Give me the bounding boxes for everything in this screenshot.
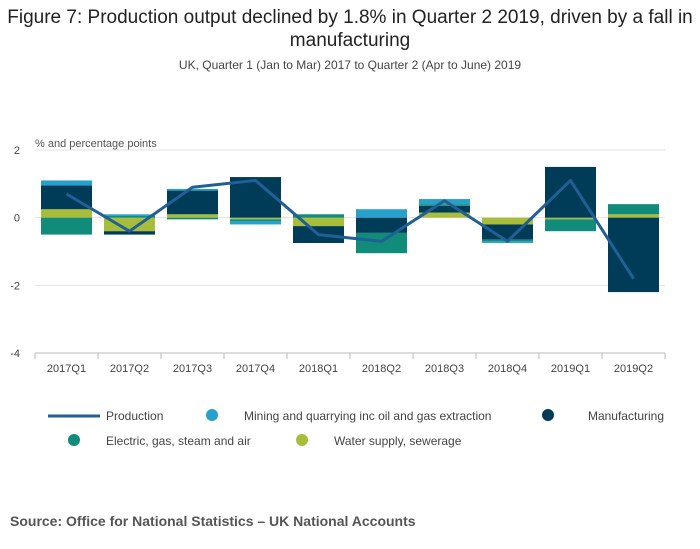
y-tick-label: 2 [14, 145, 20, 157]
bar-water-2017Q4 [230, 217, 281, 220]
production-line-layer [65, 178, 635, 280]
bar-mining-2018Q2 [356, 209, 407, 218]
source-note: Source: Office for National Statistics –… [10, 513, 416, 529]
x-tick-label: 2019Q1 [551, 363, 590, 375]
production-line [65, 178, 635, 280]
x-tick-label: 2018Q3 [425, 363, 464, 375]
bar-manufacturing-2017Q2 [104, 231, 155, 235]
electric-legend-swatch [68, 434, 80, 446]
x-tick-label: 2017Q1 [47, 363, 86, 375]
bar-mining-2017Q4 [230, 221, 281, 225]
bar-water-2019Q1 [545, 217, 596, 220]
bar-manufacturing-2018Q4 [482, 224, 533, 240]
bar-water-2018Q4 [482, 217, 533, 225]
manufacturing-legend-label: Manufacturing [588, 409, 664, 423]
legend: Production Mining and quarrying inc oil a… [48, 409, 664, 448]
y-tick-label: -2 [10, 280, 20, 292]
chart-subtitle: UK, Quarter 1 (Jan to Mar) 2017 to Quart… [178, 58, 522, 72]
bars [41, 166, 659, 293]
bar-water-2019Q2 [608, 214, 659, 218]
bar-electric-2017Q3 [167, 217, 218, 220]
bar-manufacturing-2017Q4 [230, 177, 281, 218]
bar-electric-2017Q2 [104, 215, 155, 218]
x-tick-label: 2018Q1 [299, 363, 338, 375]
bar-manufacturing-2018Q2 [356, 217, 407, 233]
bar-water-2018Q1 [293, 217, 344, 227]
x-axis: 2017Q1 2017Q2 2017Q3 2017Q4 2018Q1 2018Q2 2018… [34, 352, 666, 375]
water-legend-label: Water supply, sewerage [334, 434, 462, 448]
chart-title: Figure 7: Production output declined by … [7, 7, 693, 51]
electric-legend-label: Electric, gas, steam and air [106, 434, 251, 448]
bar-electric-2018Q1 [293, 214, 344, 218]
x-tick-label: 2018Q2 [362, 363, 401, 375]
bar-manufacturing-2019Q2 [608, 217, 659, 293]
water-legend-swatch [296, 434, 308, 446]
bar-mining-2017Q1 [41, 180, 92, 186]
bar-electric-2019Q1 [545, 219, 596, 232]
bar-manufacturing-2017Q3 [167, 190, 218, 215]
y-axis-label: % and percentage points [35, 138, 157, 150]
y-axis-ticks: 2 0 -2 -4 [10, 145, 20, 360]
y-tick-label: 0 [14, 213, 20, 225]
manufacturing-legend-swatch [542, 409, 554, 421]
bar-manufacturing-2018Q3 [419, 205, 470, 213]
bar-manufacturing-2017Q1 [41, 185, 92, 210]
x-tick-label: 2019Q2 [614, 363, 653, 375]
mining-legend-label: Mining and quarrying inc oil and gas ext… [244, 409, 491, 423]
bar-electric-2017Q1 [41, 217, 92, 235]
bar-electric-2017Q4 [230, 219, 281, 222]
bar-electric-2018Q2 [356, 232, 407, 254]
bar-water-2018Q3 [419, 212, 470, 218]
x-tick-label: 2017Q4 [236, 363, 275, 375]
bar-mining-2017Q3 [167, 188, 218, 191]
bar-water-2017Q1 [41, 209, 92, 218]
x-tick-label: 2018Q4 [488, 363, 527, 375]
production-legend-label: Production [106, 409, 163, 423]
x-tick-label: 2017Q3 [173, 363, 212, 375]
bar-electric-2018Q3 [419, 204, 470, 206]
bar-mining-2017Q2 [104, 214, 155, 216]
y-tick-label: -4 [10, 348, 20, 360]
x-tick-label: 2017Q2 [110, 363, 149, 375]
mining-legend-swatch [206, 409, 218, 421]
bar-water-2017Q3 [167, 214, 218, 218]
bar-electric-2019Q2 [608, 204, 659, 215]
